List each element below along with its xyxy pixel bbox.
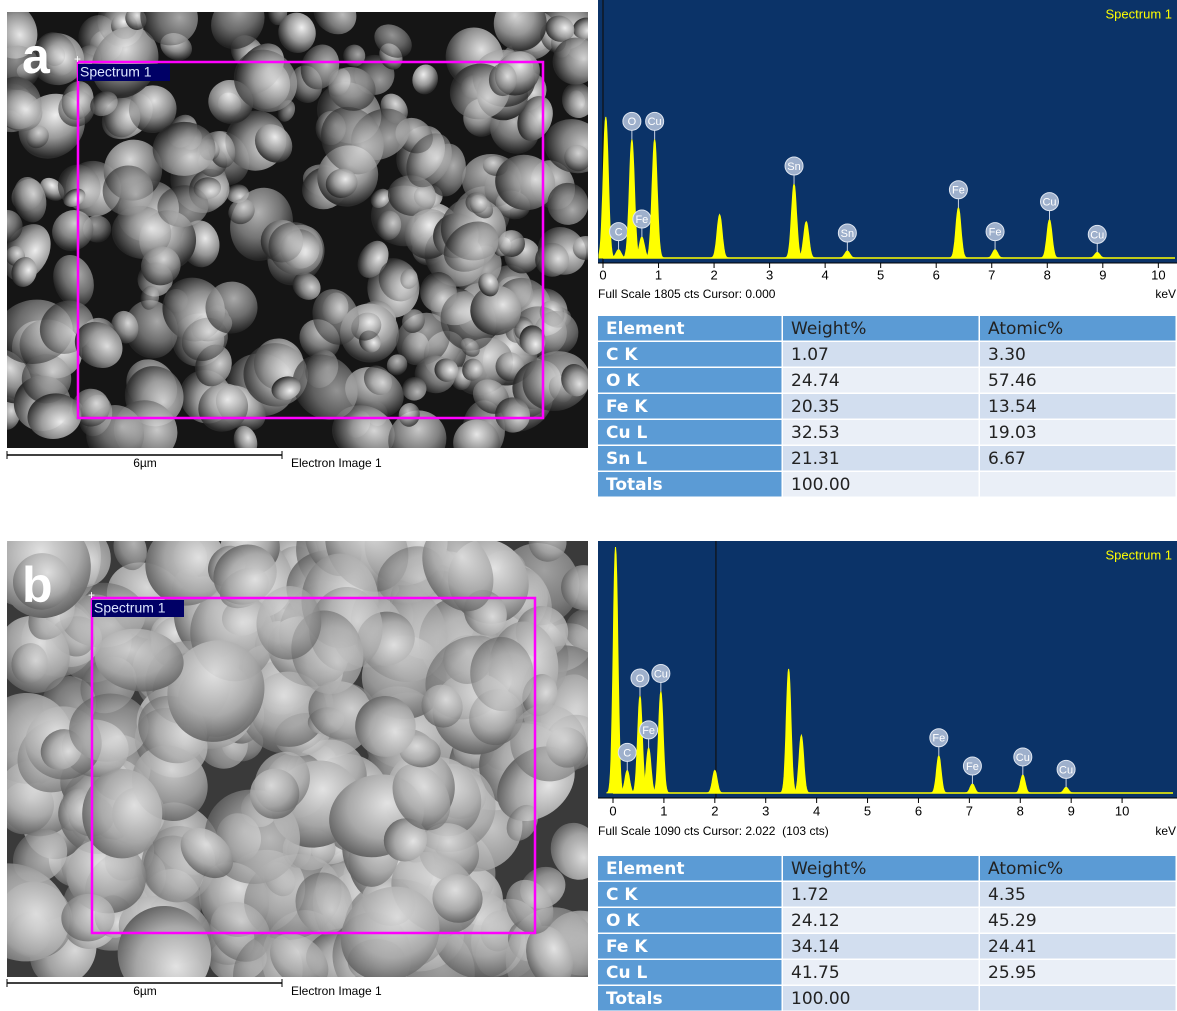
spectrum-title: Spectrum 1 (1106, 6, 1172, 21)
peak-label: Fe (635, 214, 648, 226)
row-header: Sn L (606, 449, 647, 469)
image-caption: Electron Image 1 (291, 456, 382, 470)
table-value: 34.14 (791, 937, 840, 957)
peak-label: O (628, 116, 637, 128)
row-header: C K (606, 345, 638, 365)
table-value: 21.31 (791, 449, 840, 469)
table-value: 32.53 (791, 423, 840, 443)
peak-label: Fe (932, 733, 945, 745)
spectrum-status: Full Scale 1090 cts Cursor: 2.022 (103 c… (598, 824, 829, 838)
x-tick-label: 2 (710, 267, 717, 282)
peak-label: Sn (841, 228, 854, 240)
figure: aSpectrum 1+6µmElectron Image 1Spectrum … (0, 0, 1177, 1011)
table-value: 41.75 (791, 963, 840, 983)
peak-label: Cu (1090, 229, 1104, 241)
x-tick-label: 9 (1068, 803, 1075, 818)
x-tick-label: 1 (660, 803, 667, 818)
peak-label: O (636, 673, 645, 685)
x-tick-label: 3 (766, 267, 773, 282)
table-value: 24.74 (791, 371, 840, 391)
row-header: Fe K (606, 397, 648, 417)
row-header: O K (606, 911, 640, 931)
row-header: Fe K (606, 937, 648, 957)
column-header: Element (606, 859, 684, 879)
x-tick-label: 3 (762, 803, 769, 818)
x-tick-label: 7 (988, 267, 995, 282)
row-header: Totals (606, 475, 663, 495)
row-header: Totals (606, 989, 663, 1009)
image-caption: Electron Image 1 (291, 984, 382, 998)
peak-label: Fe (989, 227, 1002, 239)
x-tick-label: 5 (877, 267, 884, 282)
spectrum-title: Spectrum 1 (1106, 547, 1172, 562)
x-tick-label: 8 (1044, 267, 1051, 282)
peak-label: C (623, 747, 631, 759)
column-header: Weight% (791, 319, 866, 339)
peak-label: Sn (787, 161, 800, 173)
x-tick-label: 10 (1151, 267, 1165, 282)
table-value: 100.00 (791, 989, 850, 1009)
table-cell (980, 472, 1176, 497)
table-value: 24.41 (988, 937, 1037, 957)
row-header: Cu L (606, 423, 647, 443)
table-value: 3.30 (988, 345, 1026, 365)
x-tick-label: 9 (1099, 267, 1106, 282)
crosshair: + (88, 588, 95, 602)
table-value: 1.72 (791, 885, 829, 905)
peak-label: Fe (952, 185, 965, 197)
panel-label: b (22, 557, 53, 613)
table-value: 24.12 (791, 911, 840, 931)
table-value: 13.54 (988, 397, 1037, 417)
spectrum-status: Full Scale 1805 cts Cursor: 0.000 (598, 287, 776, 301)
x-tick-label: 4 (813, 803, 820, 818)
table-value: 25.95 (988, 963, 1037, 983)
table-value: 4.35 (988, 885, 1026, 905)
scale-bar-label: 6µm (133, 984, 157, 998)
panel-label: a (22, 28, 51, 84)
peak-label: Cu (1016, 752, 1030, 764)
peak-label: Cu (1042, 197, 1056, 209)
table-value: 20.35 (791, 397, 840, 417)
x-tick-label: 2 (711, 803, 718, 818)
region-label: Spectrum 1 (80, 64, 152, 80)
table-value: 57.46 (988, 371, 1037, 391)
x-tick-label: 5 (864, 803, 871, 818)
peak-label: Cu (654, 668, 668, 680)
spectrum-background (598, 541, 1177, 798)
crosshair: + (74, 52, 81, 66)
table-cell (980, 986, 1176, 1011)
peak-label: C (615, 227, 623, 239)
x-tick-label: 6 (933, 267, 940, 282)
x-tick-label: 1 (655, 267, 662, 282)
row-header: C K (606, 885, 638, 905)
column-header: Element (606, 319, 684, 339)
table-value: 45.29 (988, 911, 1037, 931)
table-value: 19.03 (988, 423, 1037, 443)
row-header: O K (606, 371, 640, 391)
table-value: 6.67 (988, 449, 1026, 469)
peak-label: Cu (1059, 764, 1073, 776)
x-tick-label: 8 (1017, 803, 1024, 818)
region-label: Spectrum 1 (94, 600, 166, 616)
column-header: Atomic% (988, 859, 1063, 879)
spectrum-background (598, 0, 1177, 263)
row-header: Cu L (606, 963, 647, 983)
peak-label: Fe (642, 725, 655, 737)
table-value: 1.07 (791, 345, 829, 365)
x-axis-label: keV (1155, 287, 1176, 301)
scale-bar-label: 6µm (133, 456, 157, 470)
x-tick-label: 6 (915, 803, 922, 818)
column-header: Weight% (791, 859, 866, 879)
peak-label: Cu (648, 116, 662, 128)
x-tick-label: 10 (1115, 803, 1129, 818)
peak-label: Fe (966, 761, 979, 773)
x-tick-label: 4 (822, 267, 829, 282)
table-value: 100.00 (791, 475, 850, 495)
x-tick-label: 0 (599, 267, 606, 282)
x-tick-label: 7 (966, 803, 973, 818)
x-axis-label: keV (1155, 824, 1176, 838)
x-tick-label: 0 (609, 803, 616, 818)
column-header: Atomic% (988, 319, 1063, 339)
